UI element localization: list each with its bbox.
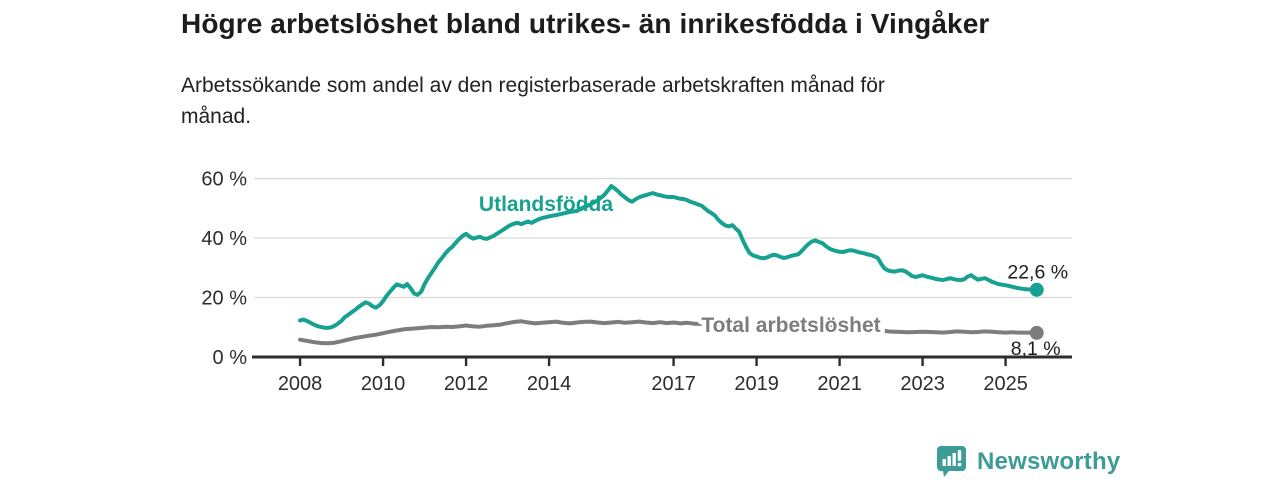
x-tick-label-2019: 2019: [734, 373, 779, 395]
x-tick-label-2021: 2021: [817, 373, 862, 395]
y-tick-label-40: 40 %: [201, 228, 247, 250]
series-end-dot-1: [1029, 325, 1044, 340]
series-line-1: [298, 319, 1039, 346]
series-label-0: Utlandsfödda: [479, 193, 613, 216]
page-title: Högre arbetslöshet bland utrikes- än inr…: [181, 8, 990, 39]
newsworthy-logo: Newsworthy: [936, 445, 1120, 478]
series-end-value-0: 22,6 %: [1007, 261, 1068, 283]
x-tick-label-2014: 2014: [527, 373, 572, 395]
x-tick-label-2008: 2008: [278, 373, 323, 395]
bar-chart-speech-bubble-icon: [936, 445, 967, 478]
x-tick-label-2017: 2017: [651, 373, 696, 395]
y-tick-label-60: 60 %: [201, 169, 247, 191]
y-tick-label-0: 0 %: [213, 347, 248, 369]
series-line-0: [298, 184, 1039, 330]
series-end-dot-0: [1029, 282, 1044, 297]
page-subtitle: Arbetssökande som andel av den registerb…: [181, 70, 1021, 132]
series-label-1: Total arbetslöshet: [701, 314, 880, 337]
subtitle-line-1: Arbetssökande som andel av den registerb…: [181, 74, 885, 97]
series-end-value-1: 8,1 %: [1011, 338, 1061, 360]
x-tick-label-2023: 2023: [900, 373, 945, 395]
newsworthy-logo-text: Newsworthy: [977, 447, 1121, 475]
subtitle-line-2: månad.: [181, 105, 252, 128]
x-tick-label-2025: 2025: [983, 373, 1028, 395]
x-tick-label-2012: 2012: [444, 373, 489, 395]
x-tick-label-2010: 2010: [361, 373, 406, 395]
y-tick-label-20: 20 %: [201, 288, 247, 310]
